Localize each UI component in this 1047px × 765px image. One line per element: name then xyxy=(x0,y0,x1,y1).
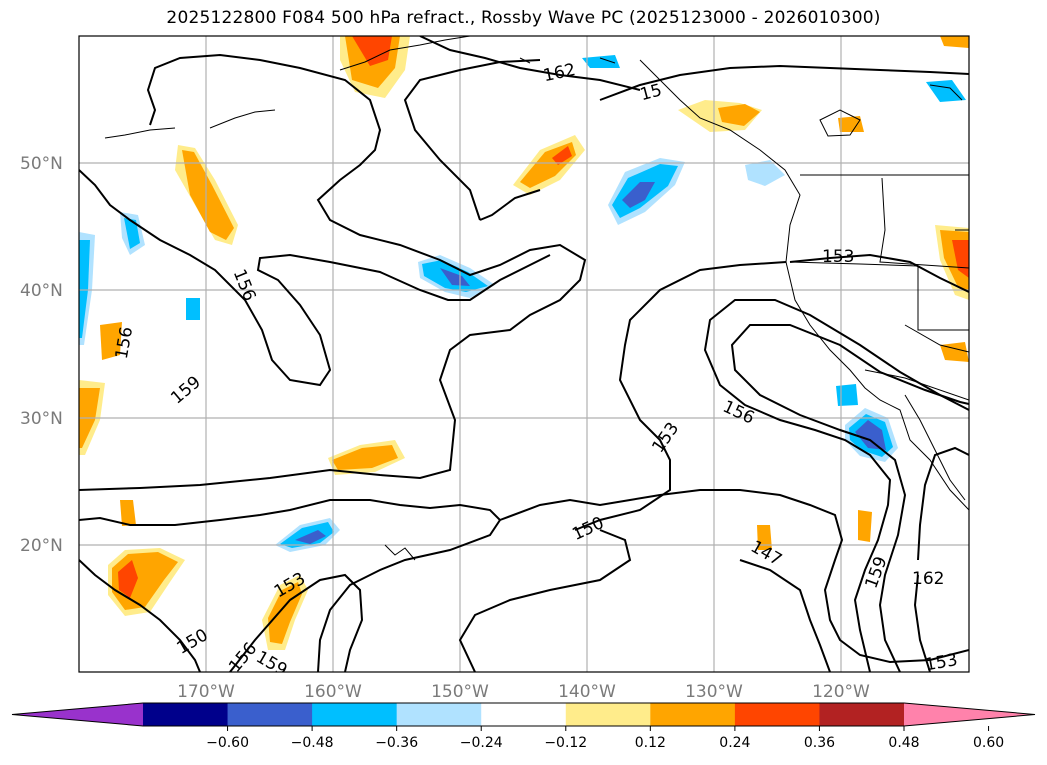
lon-tick-label: 140°W xyxy=(558,682,616,702)
colorbar-tick-label: 0.60 xyxy=(973,735,1004,751)
positive-anomaly-area xyxy=(182,150,234,240)
contour-line xyxy=(79,499,502,672)
lon-tick-label: 130°W xyxy=(685,682,743,702)
negative-anomaly-area xyxy=(186,298,200,320)
colorbar-tick-label: 0.24 xyxy=(719,735,750,751)
colorbar-segment xyxy=(565,703,651,726)
lat-tick-label: 50°N xyxy=(20,154,63,174)
contour-line xyxy=(499,489,969,664)
colorbar-tick-label: −0.12 xyxy=(544,735,587,751)
lon-tick-labels: 170°W 160°W 150°W 140°W 130°W 120°W xyxy=(177,682,870,702)
negative-anomaly-area xyxy=(440,268,470,286)
negative-anomaly-area xyxy=(79,240,90,338)
contour-label: 153 xyxy=(924,650,959,675)
lat-tick-label: 40°N xyxy=(20,281,63,301)
contour-label: 153 xyxy=(822,247,854,267)
map-title: 2025122800 F084 500 hPa refract., Rossby… xyxy=(166,8,881,28)
contour-line xyxy=(458,529,632,672)
positive-anomaly-area xyxy=(352,36,392,66)
negative-anomaly-area xyxy=(295,530,326,544)
contour-label: 162 xyxy=(912,569,944,589)
contour-line xyxy=(789,253,969,293)
colorbar-tick-label: 0.48 xyxy=(888,735,919,751)
lon-tick-label: 160°W xyxy=(304,682,362,702)
graticule xyxy=(79,36,969,672)
colorbar-tick-label: −0.60 xyxy=(206,735,249,751)
colorbar-segment xyxy=(143,703,229,726)
colorbar-segment xyxy=(819,703,905,726)
colorbar-segment xyxy=(227,703,313,726)
colorbar-extend-min xyxy=(12,703,143,726)
contour-line xyxy=(403,59,541,221)
contour-line xyxy=(79,53,587,491)
contour-line xyxy=(229,573,364,672)
colorbar: −0.60 −0.48 −0.36 −0.24 −0.12 0.12 0.24 0.36 0.4… xyxy=(11,702,1036,751)
lat-tick-labels: 50°N 40°N 30°N 20°N xyxy=(20,154,63,556)
contour-line xyxy=(739,559,831,672)
colorbar-outline xyxy=(11,702,1036,727)
negative-anomaly-area xyxy=(855,420,886,450)
colorbar-segment xyxy=(734,703,820,726)
positive-anomaly-area xyxy=(940,36,969,48)
shading-layer xyxy=(79,36,969,650)
negative-anomaly-area xyxy=(582,55,620,68)
positive-anomaly-area xyxy=(718,104,760,126)
colorbar-segment xyxy=(312,703,398,726)
colorbar-segment xyxy=(650,703,736,726)
negative-anomaly-area xyxy=(836,384,858,406)
colorbar-tick-label: −0.24 xyxy=(460,735,503,751)
map-frame xyxy=(78,35,970,673)
height-contours xyxy=(79,36,969,672)
lon-tick-label: 120°W xyxy=(812,682,870,702)
colorbar-tick-label: 0.36 xyxy=(804,735,835,751)
positive-anomaly-area xyxy=(757,525,772,550)
positive-anomaly-area xyxy=(858,510,872,542)
positive-anomaly-area xyxy=(838,116,864,132)
contour-line xyxy=(79,559,201,672)
colorbar-segment xyxy=(396,703,482,726)
colorbar-tick-label: 0.12 xyxy=(635,735,666,751)
contour-line xyxy=(574,261,787,531)
negative-anomaly-area xyxy=(745,160,785,186)
contour-line xyxy=(479,189,541,221)
map-area: 162 15 156 156 159 153 156 153 150 147 1… xyxy=(79,36,969,675)
colorbar-tick-label: −0.48 xyxy=(291,735,334,751)
lat-tick-label: 30°N xyxy=(20,409,63,429)
positive-anomaly-area xyxy=(100,322,122,360)
lon-tick-label: 170°W xyxy=(177,682,235,702)
lon-tick-label: 150°W xyxy=(431,682,489,702)
contour-line xyxy=(419,36,641,91)
colorbar-tick-label: −0.36 xyxy=(375,735,418,751)
contour-line xyxy=(913,574,931,672)
positive-anomaly-area xyxy=(952,240,969,278)
positive-anomaly-area xyxy=(332,445,398,470)
colorbar-segment xyxy=(481,703,567,726)
contour-line xyxy=(703,299,969,672)
positive-anomaly-area xyxy=(552,146,572,165)
contour-line xyxy=(79,169,551,387)
contour-line xyxy=(917,446,969,561)
contour-line xyxy=(730,324,969,672)
negative-anomaly-area xyxy=(622,182,655,208)
contour-line xyxy=(599,64,969,101)
positive-anomaly-area xyxy=(118,560,138,598)
colorbar-extend-max xyxy=(904,703,1035,726)
negative-anomaly-area xyxy=(124,218,140,249)
positive-anomaly-area xyxy=(120,500,136,526)
lat-tick-label: 20°N xyxy=(20,536,63,556)
